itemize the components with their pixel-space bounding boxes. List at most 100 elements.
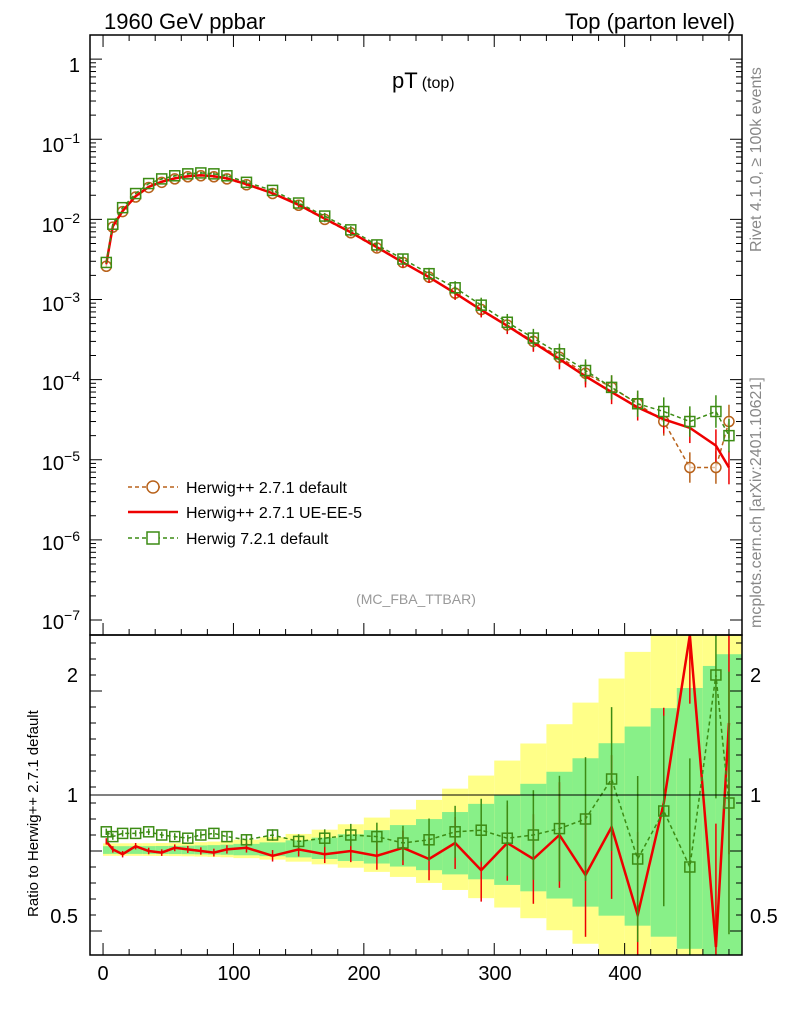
ratio-1-point-24 [579, 813, 592, 825]
band-green-2 [116, 846, 130, 854]
xtick-label-100: 100 [217, 963, 250, 985]
main-title-main: pT [392, 68, 418, 93]
series-2-point-28 [684, 415, 696, 428]
ratio-1-point-26 [631, 853, 644, 865]
series-2-point-11 [240, 176, 253, 189]
upper-ticks [90, 34, 742, 635]
series-2-point-20 [475, 299, 487, 311]
ytick-label-1e-5: 10−5 [42, 448, 80, 475]
band-green-3 [129, 846, 143, 854]
series-2-point-10 [221, 170, 233, 182]
xtick-label-300: 300 [478, 963, 511, 985]
ratio-1-point-17 [397, 837, 409, 849]
series-2-point-22 [527, 332, 540, 344]
legend-marker-herwig721-default [146, 531, 160, 545]
band-green-0 [103, 846, 110, 854]
series-line-0 [105, 175, 730, 469]
header-right: Top (parton level) [565, 9, 735, 34]
rivet-label: Rivet 4.1.0, ≥ 100k events [748, 67, 765, 252]
ratio-1-point-27 [658, 805, 670, 817]
series-2-point-5 [155, 173, 168, 185]
xtick-label-400: 400 [608, 963, 641, 985]
ratio-1-point-8 [195, 829, 207, 841]
series-2-point-1 [107, 218, 119, 230]
legend-label-herwig271-ueee5: Herwig++ 2.7.1 UE-EE-5 [186, 505, 362, 522]
main-title: pT (top) [392, 68, 455, 93]
upper-series-group [100, 167, 735, 485]
ratio-1-point-9 [208, 827, 220, 840]
ratio-1-point-21 [501, 832, 514, 844]
series-2-point-23 [553, 348, 566, 360]
ratio-1-point-6 [169, 830, 181, 843]
ratio-1-point-7 [182, 832, 194, 844]
xtick-label-200: 200 [347, 963, 380, 985]
ratio-1-point-12 [266, 829, 279, 841]
ratio-1-point-13 [292, 835, 305, 848]
ratio-1-point-29 [710, 669, 722, 681]
ratio-1-point-3 [129, 827, 142, 840]
ratio-1-point-18 [423, 834, 435, 846]
ytick-label-1: 1 [69, 55, 80, 77]
series-2-point-15 [345, 224, 357, 236]
series-2-point-16 [371, 239, 383, 251]
ratio-ytick-left-1: 1 [67, 785, 78, 807]
series-2-point-4 [142, 177, 155, 190]
ratio-ytick-right-2: 2 [750, 665, 761, 687]
ratio-1-point-15 [345, 829, 357, 841]
ratio-1-point-19 [449, 826, 461, 838]
series-2-point-30 [723, 429, 735, 442]
series-2-point-2 [116, 201, 129, 214]
ratio-1-point-5 [155, 829, 168, 841]
series-2-point-18 [423, 267, 435, 280]
series-line-2 [105, 172, 730, 436]
legend-label-herwig721-default: Herwig 7.2.1 default [186, 531, 329, 548]
ratio-1-point-22 [527, 829, 540, 841]
series-2-point-19 [449, 282, 461, 294]
ratio-1-point-11 [240, 834, 253, 846]
ratio-1-point-23 [553, 822, 566, 835]
series-2-point-9 [208, 168, 220, 180]
ytick-label-1e-4: 10−4 [42, 368, 80, 395]
series-2-point-21 [501, 316, 514, 329]
ratio-1-point-20 [475, 824, 487, 836]
series-2-point-17 [397, 253, 409, 265]
series-2-point-25 [605, 381, 618, 394]
ratio-1-point-16 [371, 830, 383, 843]
lower-ticks [90, 642, 742, 955]
ratio-ytick-right-0.5: 0.5 [750, 906, 778, 928]
ratio-1-point-4 [142, 826, 155, 838]
header-left: 1960 GeV ppbar [104, 9, 265, 34]
series-2-point-0 [100, 256, 113, 269]
series-2-point-29 [710, 405, 722, 418]
series-2-point-7 [182, 168, 194, 180]
ratio-series-group [100, 634, 735, 955]
main-title-sub: (top) [422, 75, 455, 92]
xtick-label-0: 0 [97, 963, 108, 985]
mcplots-label: mcplots.cern.ch [arXiv:2401.10621] [748, 377, 765, 628]
series-2-point-6 [169, 170, 181, 182]
ytick-label-1e-1: 10−1 [42, 130, 80, 157]
legend: Herwig++ 2.7.1 default Herwig++ 2.7.1 UE… [128, 480, 362, 548]
ratio-ytick-right-1: 1 [750, 785, 761, 807]
ytick-label-1e-7: 10−7 [42, 607, 80, 634]
ratio-1-point-25 [605, 773, 618, 785]
series-0-point-28 [684, 461, 696, 474]
series-2-point-3 [129, 187, 142, 200]
ratio-1-point-30 [723, 797, 735, 809]
ratio-ytick-left-0.5: 0.5 [50, 906, 78, 928]
series-line-1 [105, 174, 731, 469]
legend-marker-herwig271-default [146, 480, 160, 494]
ratio-1-point-14 [318, 832, 331, 844]
ratio-ytick-left-2: 2 [67, 665, 78, 687]
ytick-label-1e-3: 10−3 [42, 289, 80, 316]
series-2-point-14 [318, 210, 331, 222]
series-2-point-13 [292, 197, 305, 209]
series-2-point-27 [658, 405, 670, 418]
ratio-1-point-28 [684, 861, 696, 873]
series-2-point-12 [266, 184, 279, 197]
ytick-label-1e-6: 10−6 [42, 528, 80, 555]
ratio-ylabel: Ratio to Herwig++ 2.7.1 default [25, 709, 42, 917]
analysis-tag: (MC_FBA_TTBAR) [356, 591, 476, 607]
ratio-1-point-10 [221, 830, 233, 843]
